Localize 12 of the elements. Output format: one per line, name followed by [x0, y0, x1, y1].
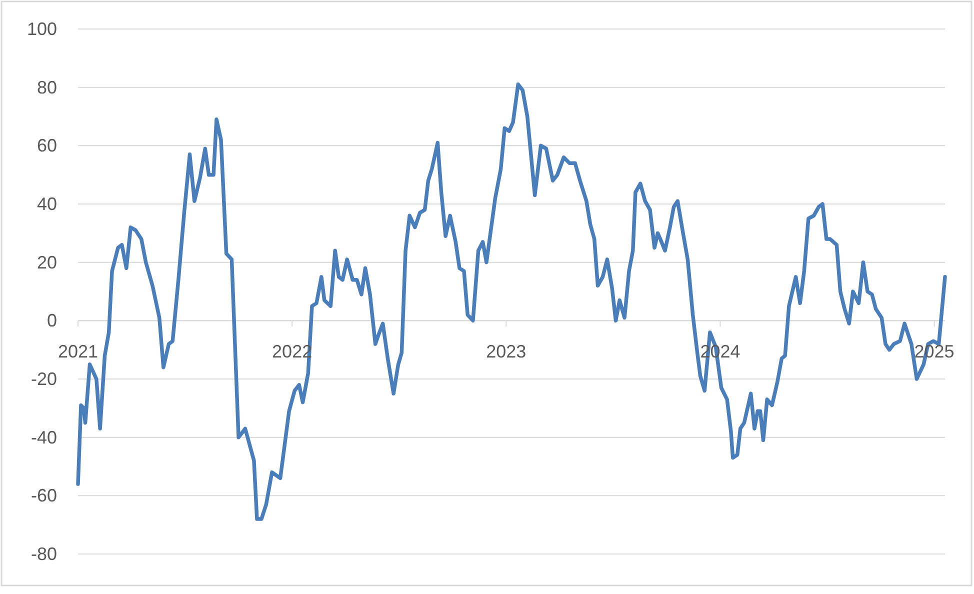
y-tick-label: 40	[36, 194, 57, 214]
y-tick-label: -80	[30, 544, 57, 564]
y-tick-label: 20	[36, 252, 57, 272]
y-tick-label: -20	[30, 369, 57, 389]
x-tick-label: 2021	[58, 342, 98, 362]
y-tick-label: 80	[36, 77, 57, 98]
y-tick-label: 0	[46, 310, 57, 331]
x-tick-label: 2023	[486, 342, 526, 362]
y-tick-label: -60	[30, 486, 57, 506]
y-tick-label: 100	[26, 19, 57, 39]
y-tick-label: -40	[30, 427, 57, 448]
y-tick-label: 60	[36, 136, 57, 156]
